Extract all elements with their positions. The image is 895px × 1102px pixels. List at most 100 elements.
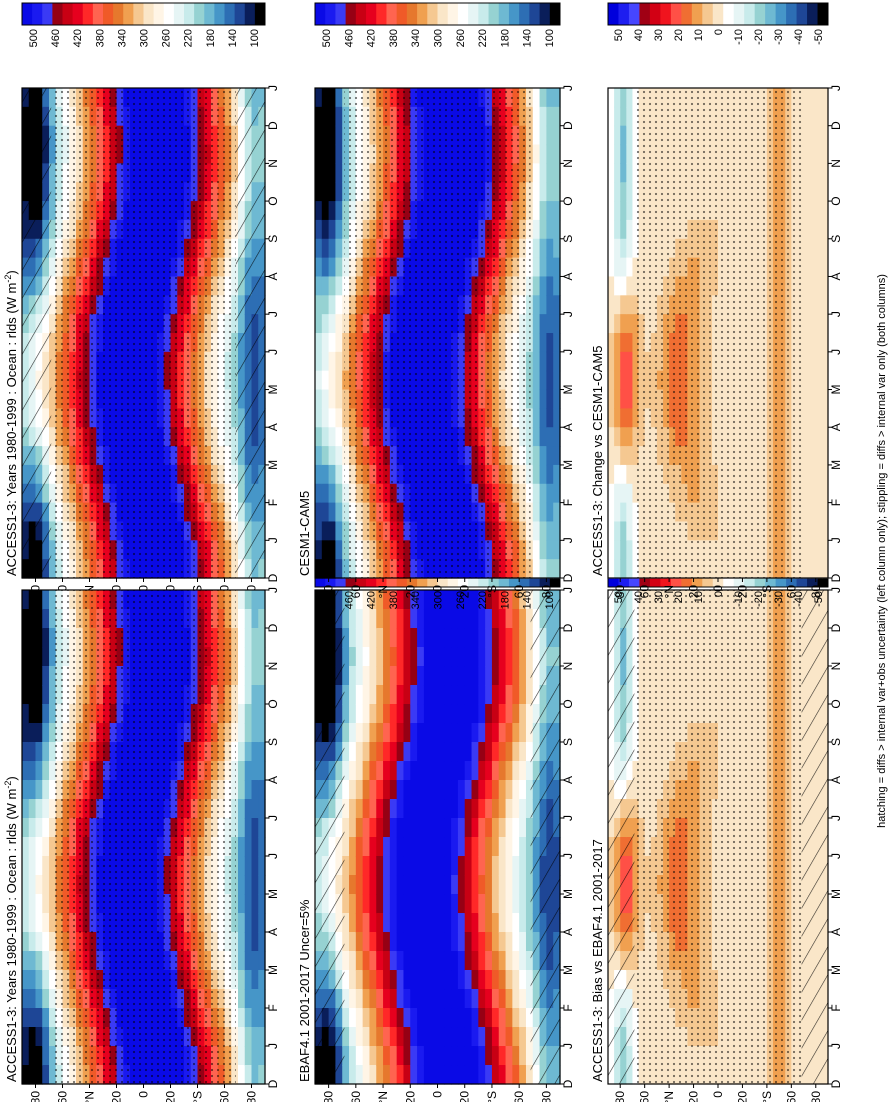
heat-cell xyxy=(539,502,547,523)
heat-cell xyxy=(410,590,418,610)
heat-cell xyxy=(244,951,253,971)
heat-cell xyxy=(498,609,507,629)
lat-tick-label: 0 xyxy=(431,585,445,592)
heat-cell xyxy=(328,144,337,164)
heat-cell xyxy=(335,219,343,240)
heat-cell xyxy=(539,276,547,296)
heat-cell xyxy=(464,799,473,819)
heat-cell xyxy=(423,761,432,781)
heat-cell xyxy=(403,1027,411,1047)
heat-cell xyxy=(451,799,459,819)
colorbar-swatch xyxy=(123,3,134,25)
heat-cell xyxy=(451,951,459,971)
heat-cell xyxy=(42,628,50,648)
heat-cell xyxy=(430,704,439,724)
heat-cell xyxy=(457,590,466,610)
heat-cell xyxy=(22,1046,30,1066)
colorbar-swatch xyxy=(133,3,144,25)
month-tick-label: F xyxy=(266,499,280,506)
heat-cell xyxy=(505,742,513,762)
heat-cell xyxy=(315,238,323,259)
heat-cell xyxy=(369,628,377,648)
colorbar-swatch xyxy=(42,3,53,25)
month-tick-label: A xyxy=(266,423,280,431)
colorbar-frame xyxy=(314,2,561,26)
heat-cell xyxy=(444,818,452,838)
heat-cell xyxy=(238,590,246,610)
heat-cell xyxy=(369,1065,377,1085)
lat-tick-label: 20 xyxy=(458,1091,472,1102)
heat-cell xyxy=(532,106,541,127)
heat-cell xyxy=(512,704,520,724)
heat-cell xyxy=(362,837,371,857)
heat-cell xyxy=(244,704,253,724)
heat-cell xyxy=(525,647,534,667)
heat-cell xyxy=(35,666,43,686)
heat-cell xyxy=(437,761,445,781)
heat-cell xyxy=(22,742,30,762)
heat-cell xyxy=(258,932,266,952)
heat-cell xyxy=(491,932,500,952)
heat-cell xyxy=(553,144,561,164)
heat-cell xyxy=(342,685,350,705)
heat-cell xyxy=(539,257,547,278)
colorbar-label: 140 xyxy=(227,29,239,47)
lat-tick-label: 80 xyxy=(539,585,553,599)
heat-cell xyxy=(321,502,330,523)
heat-cell xyxy=(444,1008,452,1028)
heat-cell xyxy=(376,913,384,933)
heat-cell xyxy=(444,590,452,610)
heat-cell xyxy=(355,609,364,629)
heat-cell xyxy=(403,704,411,724)
heat-cell xyxy=(437,609,445,629)
colorbar-label: 100 xyxy=(544,29,556,47)
heat-cell xyxy=(485,989,493,1009)
heat-cell xyxy=(22,704,30,724)
heat-cell xyxy=(539,295,547,315)
heat-cell xyxy=(369,723,377,743)
heat-cell xyxy=(478,894,486,914)
heat-cell xyxy=(451,666,459,686)
heat-cell xyxy=(485,970,493,990)
heat-cell xyxy=(383,704,391,724)
lat-tick-label: 20 xyxy=(458,585,472,599)
heat-cell xyxy=(383,685,391,705)
colorbar-swatch xyxy=(386,3,398,25)
heat-cell xyxy=(553,464,561,485)
heat-cell xyxy=(410,875,418,895)
heat-cell xyxy=(328,521,337,541)
heat-cell xyxy=(437,666,445,686)
heat-cell xyxy=(478,856,486,876)
heat-cell xyxy=(383,913,391,933)
heat-cell xyxy=(389,932,398,952)
heat-cell xyxy=(355,1065,364,1085)
heat-cell xyxy=(498,856,507,876)
heat-cell xyxy=(315,559,323,579)
heat-cell xyxy=(451,989,459,1009)
heat-cell xyxy=(315,464,323,485)
heat-cell xyxy=(355,856,364,876)
heat-cell xyxy=(396,989,405,1009)
heat-cell xyxy=(423,1008,432,1028)
heat-cell xyxy=(457,609,466,629)
heat-cell xyxy=(430,875,439,895)
month-tick-label: J xyxy=(266,587,280,593)
heat-cell xyxy=(505,856,513,876)
colorbar-swatch xyxy=(204,3,215,25)
month-tick-label: J xyxy=(561,815,575,821)
heat-cell xyxy=(321,389,330,409)
heat-cell xyxy=(417,685,425,705)
colorbar-swatch xyxy=(32,3,43,25)
heat-cell xyxy=(35,818,43,838)
heat-cell xyxy=(505,951,513,971)
month-tick-label: J xyxy=(561,537,575,543)
heat-cell xyxy=(444,856,452,876)
heat-cell xyxy=(553,276,561,296)
heat-cell xyxy=(28,761,37,781)
heat-cell xyxy=(519,932,527,952)
heat-cell xyxy=(376,666,384,686)
heat-cell xyxy=(244,856,253,876)
heat-cell xyxy=(321,446,330,466)
heat-cell xyxy=(251,723,259,743)
